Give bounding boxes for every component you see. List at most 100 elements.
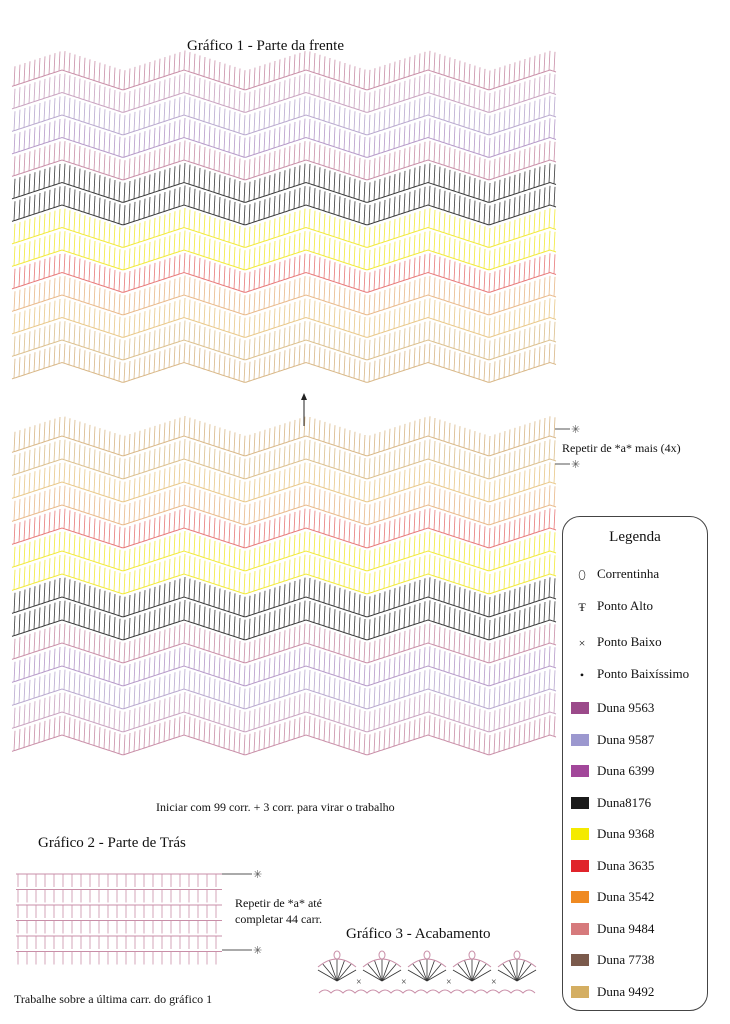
stitch-mark: [513, 427, 516, 448]
stitch-mark: [68, 510, 71, 531]
stitch-mark: [483, 595, 486, 616]
stitch-mark: [418, 556, 421, 577]
legend-color-item: Duna 7738: [563, 951, 707, 971]
stitch-mark: [343, 355, 346, 375]
stitch-mark: [213, 307, 216, 328]
stitch-mark: [233, 314, 236, 334]
stitch-mark: [93, 725, 96, 746]
stitch-mark: [493, 136, 496, 156]
stitch-mark: [303, 416, 306, 437]
stitch-mark: [143, 131, 146, 151]
stitch-mark: [118, 249, 121, 269]
stitch-mark: [268, 543, 271, 564]
stitch-mark: [368, 619, 371, 640]
stitch-mark: [118, 316, 121, 337]
stitch-mark: [288, 605, 291, 626]
stitch-mark: [523, 306, 526, 327]
stitch-mark: [433, 670, 436, 691]
repeat-star-icon: ✳: [571, 459, 580, 471]
stitch-mark: [423, 254, 426, 274]
stitch-mark: [338, 308, 341, 329]
stitch-mark: [508, 153, 511, 174]
stitch-mark: [328, 469, 331, 490]
stitch-mark: [458, 60, 461, 81]
stitch-mark: [13, 358, 16, 379]
stitch-mark: [293, 166, 296, 187]
stitch-mark: [448, 304, 451, 325]
stitch-mark: [473, 358, 476, 378]
stitch-mark: [153, 262, 156, 283]
stitch-mark: [383, 637, 386, 658]
chart1-title: Gráfico 1 - Parte da frente: [187, 38, 345, 54]
stitch-mark: [428, 118, 431, 138]
stitch-mark: [278, 631, 281, 652]
stitch-mark: [303, 692, 306, 713]
stitch-mark: [283, 215, 286, 235]
stitch-mark: [58, 141, 61, 162]
stitch-mark: [113, 112, 116, 133]
stitch-mark: [368, 339, 371, 360]
chart2-repeat-note-2: completar 44 carr.: [235, 912, 322, 926]
stitch-mark: [78, 303, 81, 324]
stitch-mark: [208, 238, 211, 259]
stitch-mark: [228, 660, 231, 681]
stitch-mark: [298, 671, 301, 692]
stitch-mark: [43, 467, 46, 488]
stitch-mark: [278, 59, 281, 79]
stitch-mark: [528, 675, 531, 696]
stitch-mark: [313, 671, 316, 692]
stitch-mark: [508, 131, 511, 151]
stitch-mark: [83, 676, 86, 697]
stitch-mark: [553, 119, 556, 139]
stitch-mark: [243, 227, 246, 248]
stitch-mark: [293, 256, 296, 277]
stitch-mark: [113, 617, 116, 638]
stitch-mark: [548, 554, 551, 575]
stitch-mark: [258, 358, 261, 378]
stitch-mark: [118, 710, 121, 731]
stitch-mark: [88, 539, 91, 560]
stitch-mark: [348, 267, 351, 287]
legend-color-item: Duna 9587: [563, 731, 707, 751]
stitch-mark: [268, 332, 271, 353]
stitch-mark: [173, 672, 176, 693]
stitch-mark: [118, 91, 121, 112]
stitch-mark: [73, 649, 76, 670]
stitch-mark: [198, 558, 201, 579]
stitch-mark: [358, 67, 361, 88]
stitch-mark: [23, 543, 26, 564]
stitch-mark: [378, 455, 381, 476]
stitch-mark: [13, 592, 16, 613]
stitch-mark: [68, 648, 71, 669]
stitch-mark: [78, 348, 81, 369]
stitch-mark: [288, 281, 291, 301]
stitch-mark: [398, 471, 401, 492]
stitch-mark: [403, 238, 406, 258]
stitch-mark: [293, 626, 296, 647]
stitch-mark: [193, 465, 196, 486]
stitch-mark: [38, 492, 41, 513]
stitch-mark: [538, 54, 541, 74]
color-swatch: [571, 859, 589, 872]
stitch-mark: [428, 185, 431, 206]
stitch-mark: [318, 443, 321, 464]
stitch-mark: [133, 731, 136, 752]
stitch-mark: [83, 446, 86, 467]
stitch-mark: [283, 350, 286, 370]
stitch-mark: [548, 118, 551, 138]
color-swatch: [571, 733, 589, 746]
stitch-mark: [473, 477, 476, 498]
stitch-mark: [198, 420, 201, 441]
stitch-mark: [248, 733, 251, 754]
stitch-mark: [288, 168, 291, 189]
stitch-mark: [423, 647, 426, 668]
stitch-mark: [128, 316, 131, 336]
stitch-mark: [328, 148, 331, 168]
stitch-mark: [393, 309, 396, 329]
stitch-mark: [483, 572, 486, 593]
stitch-mark: [293, 234, 296, 254]
stitch-mark: [148, 61, 151, 82]
stitch-mark: [143, 705, 146, 726]
stitch-mark: [138, 87, 141, 108]
stitch-mark: [353, 178, 356, 199]
